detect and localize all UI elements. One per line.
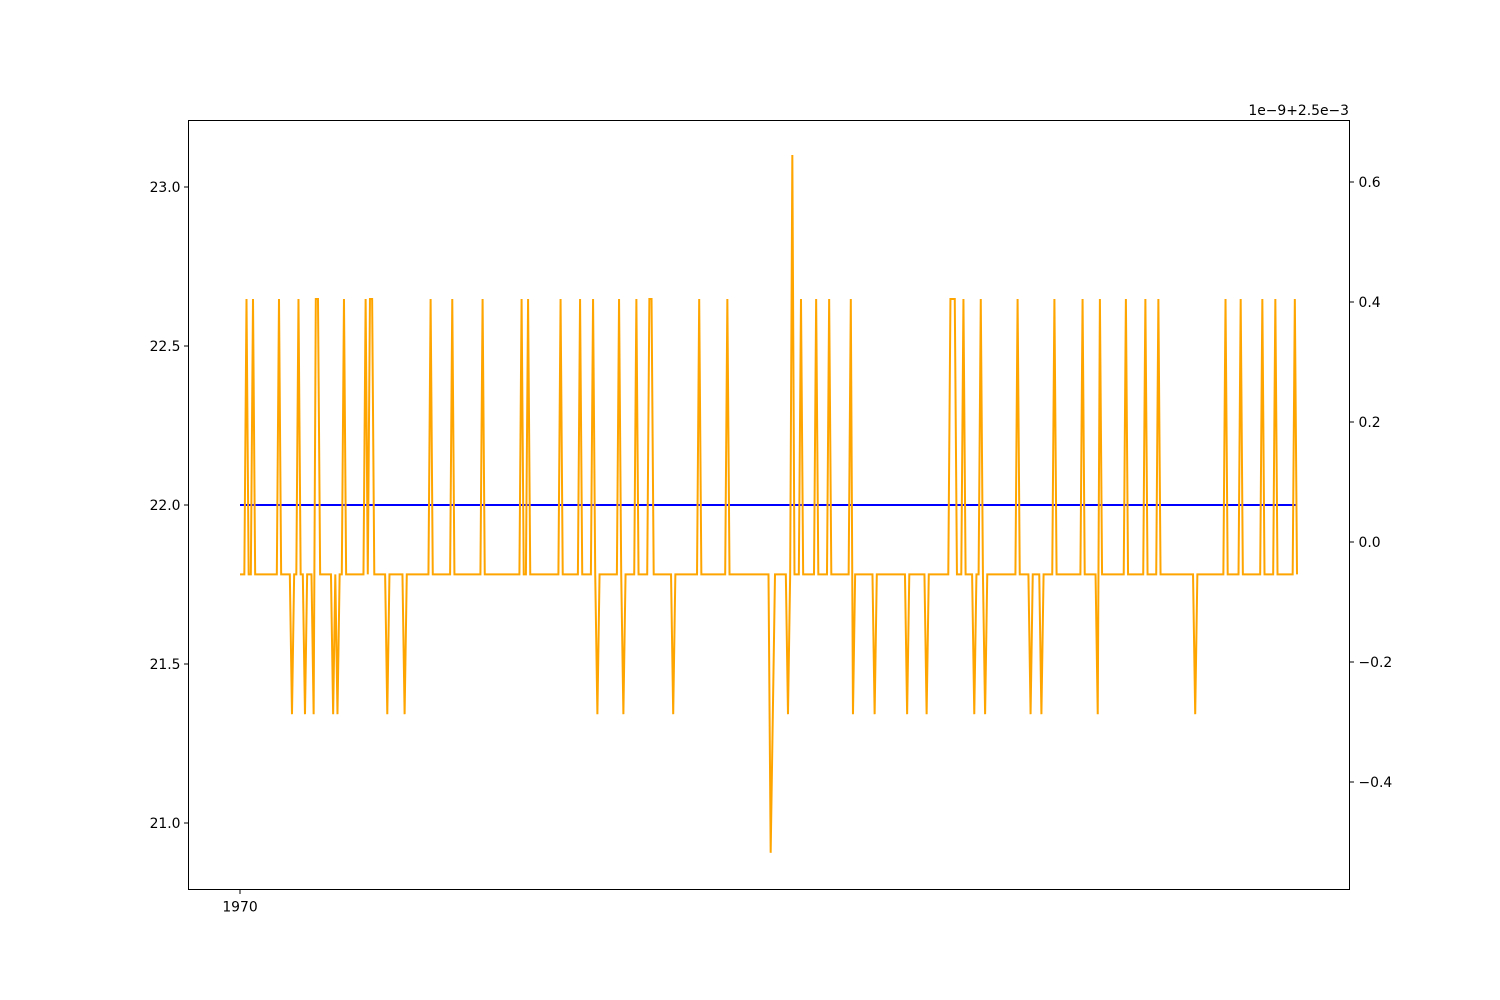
x-axis: 1970 [222, 889, 258, 916]
left-tick-label: 23.0 [150, 180, 181, 196]
x-tick-label: 1970 [222, 900, 257, 916]
left-tick-label: 21.0 [150, 816, 181, 832]
series-layer [240, 154, 1298, 853]
left-tick-label: 21.5 [150, 657, 181, 673]
right-tick-label: −0.4 [1359, 775, 1393, 791]
right-axis-offset-label: 1e−9+2.5e−3 [1248, 103, 1349, 119]
left-tick-label: 22.0 [150, 498, 181, 514]
right-tick-label: 0.2 [1359, 415, 1381, 431]
right-tick-label: 0.4 [1359, 295, 1381, 311]
left-axis: 21.0 21.5 22.0 22.5 23.0 [150, 180, 189, 832]
right-tick-label: 0.0 [1359, 535, 1381, 551]
right-axis: −0.4 −0.2 0.0 0.2 0.4 0.6 [1349, 175, 1393, 791]
right-tick-label: 0.6 [1359, 175, 1381, 191]
left-tick-label: 22.5 [150, 339, 181, 355]
series-line-right [240, 154, 1298, 853]
right-tick-label: −0.2 [1359, 655, 1393, 671]
